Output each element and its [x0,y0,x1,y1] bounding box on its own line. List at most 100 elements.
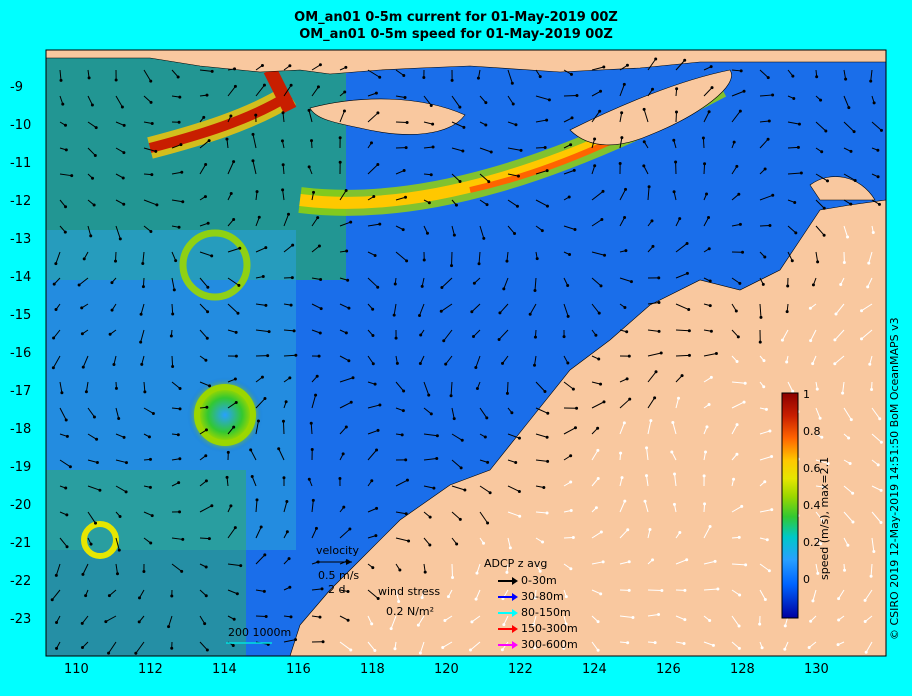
vector-head [670,450,674,454]
colorbar-tick: 0.4 [803,499,821,512]
vector-head [255,498,259,502]
vector-head [314,526,318,530]
vector-head [52,282,56,286]
current-vector [367,69,380,78]
vector-head [825,179,829,183]
vector-head [742,400,746,404]
vector-head [376,597,380,601]
vector-head [81,365,85,369]
current-vector [227,277,240,286]
current-vector [838,589,845,599]
vector-head [262,589,266,593]
vector-head [405,120,409,124]
vector-head [80,621,84,625]
x-tick-label: 122 [508,662,533,677]
vector-head [87,76,91,80]
vector-head [118,237,122,241]
y-tick-label: -16 [10,346,32,361]
current-vector [199,303,208,313]
vector-head [225,475,229,479]
vector-head [232,217,236,221]
vector-head [176,433,180,437]
current-vector [282,421,285,435]
vector-head [104,620,108,624]
vector-head [376,162,380,166]
y-tick-label: -12 [10,194,32,209]
vector-head [502,623,506,627]
vector-head [569,480,573,484]
vector-head [120,105,124,109]
vector-head [849,418,853,422]
current-vector [115,407,120,419]
current-vector [591,531,602,539]
x-tick-label: 120 [434,662,459,677]
current-vector [395,479,408,487]
vector-head [294,638,298,642]
vector-head [93,153,97,157]
current-vector [252,134,257,149]
vector-head [849,202,853,206]
vector-head [651,244,655,248]
adcp-arrow-1 [498,593,518,601]
current-vector [731,110,741,123]
current-vector [105,615,117,623]
vector-head [389,627,393,631]
vector-head [150,173,154,177]
vector-head [318,63,322,67]
current-vector [591,589,601,595]
vector-head [234,330,238,334]
current-vector [395,196,406,201]
vector-head [653,641,657,645]
current-vector [507,537,511,548]
current-vector [311,500,314,513]
current-vector [417,615,425,626]
vector-head [318,615,322,619]
current-vector [643,109,649,123]
current-vector [759,509,772,513]
vector-head [80,646,84,650]
vector-head [758,622,762,626]
vector-head [599,530,603,534]
vector-head [50,598,54,602]
current-vector [135,641,145,654]
vector-head [877,202,881,206]
current-vector [255,303,266,306]
current-vector [367,223,380,227]
current-vector [675,272,688,279]
current-vector [168,615,173,627]
current-vector [507,147,522,151]
vector-head [52,336,56,340]
vector-head [620,136,624,140]
current-vector [591,191,604,201]
vector-head [378,75,382,79]
vector-head [809,339,813,343]
current-vector [815,563,819,574]
current-vector [171,563,182,572]
vector-head [677,396,681,400]
vector-head [203,195,207,199]
current-vector [451,433,463,441]
vector-head [488,491,492,495]
vector-head [263,397,267,401]
y-tick-label: -21 [10,536,32,551]
vector-head [505,570,509,574]
vector-head [737,624,741,628]
vector-head [713,559,717,563]
vector-head [444,362,448,366]
vector-head [765,538,769,542]
current-vector [479,511,488,524]
vector-head [811,599,815,603]
vector-head [181,200,185,204]
vector-head [450,264,454,268]
current-vector [283,501,288,513]
current-vector [367,404,381,409]
current-vector [815,173,828,182]
current-vector [535,95,550,101]
current-vector [703,111,710,123]
vector-head [736,335,740,339]
current-vector [815,121,827,132]
vector-head [92,203,96,207]
vector-head [816,571,820,575]
vector-head [594,506,598,510]
